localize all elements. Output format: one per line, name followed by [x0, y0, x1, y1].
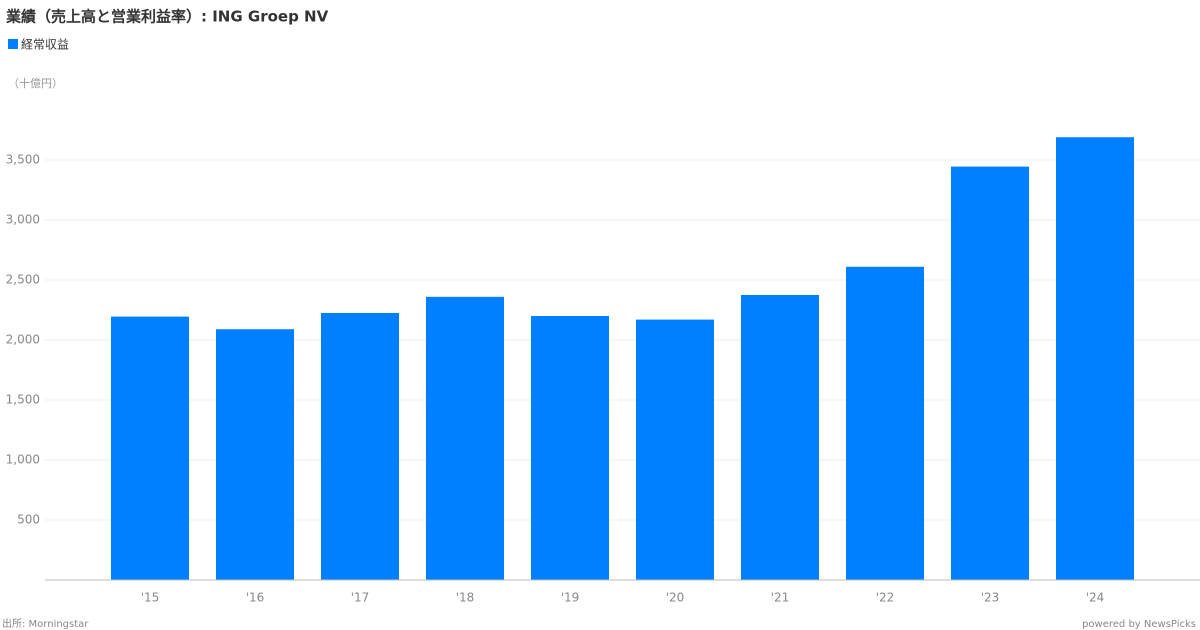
bar: [426, 296, 504, 580]
y-tick-label: 1,500: [6, 393, 40, 407]
y-tick-label: 500: [17, 513, 40, 527]
bar: [741, 295, 819, 580]
x-tick-label: '18: [456, 591, 475, 605]
unit-label: （十億円）: [8, 76, 63, 90]
y-tick-label: 3,000: [6, 213, 40, 227]
source: 出所: Morningstar: [2, 617, 89, 630]
credit: powered by NewsPicks: [1082, 619, 1196, 630]
bar: [111, 316, 189, 580]
legend-swatch: [8, 39, 18, 49]
x-tick-label: '20: [666, 591, 685, 605]
x-tick-label: '19: [561, 591, 580, 605]
bar: [846, 266, 924, 580]
x-tick-label: '22: [876, 591, 895, 605]
bar: [1056, 137, 1134, 580]
y-tick-label: 2,000: [6, 333, 40, 347]
x-tick-label: '15: [141, 591, 160, 605]
bar: [636, 319, 714, 580]
y-tick-label: 1,000: [6, 453, 40, 467]
bar: [951, 166, 1029, 580]
x-tick-label: '24: [1086, 591, 1105, 605]
y-tick-label: 3,500: [6, 153, 40, 167]
chart-title: 業績（売上高と営業利益率）: ING Groep NV: [5, 8, 329, 26]
legend-label: 経常収益: [21, 38, 69, 52]
bar: [216, 329, 294, 580]
y-tick-label: 2,500: [6, 273, 40, 287]
x-tick-label: '16: [246, 591, 265, 605]
bar: [531, 316, 609, 580]
x-tick-label: '23: [981, 591, 1000, 605]
x-tick-label: '17: [351, 591, 370, 605]
x-tick-label: '21: [771, 591, 790, 605]
bar: [321, 313, 399, 580]
